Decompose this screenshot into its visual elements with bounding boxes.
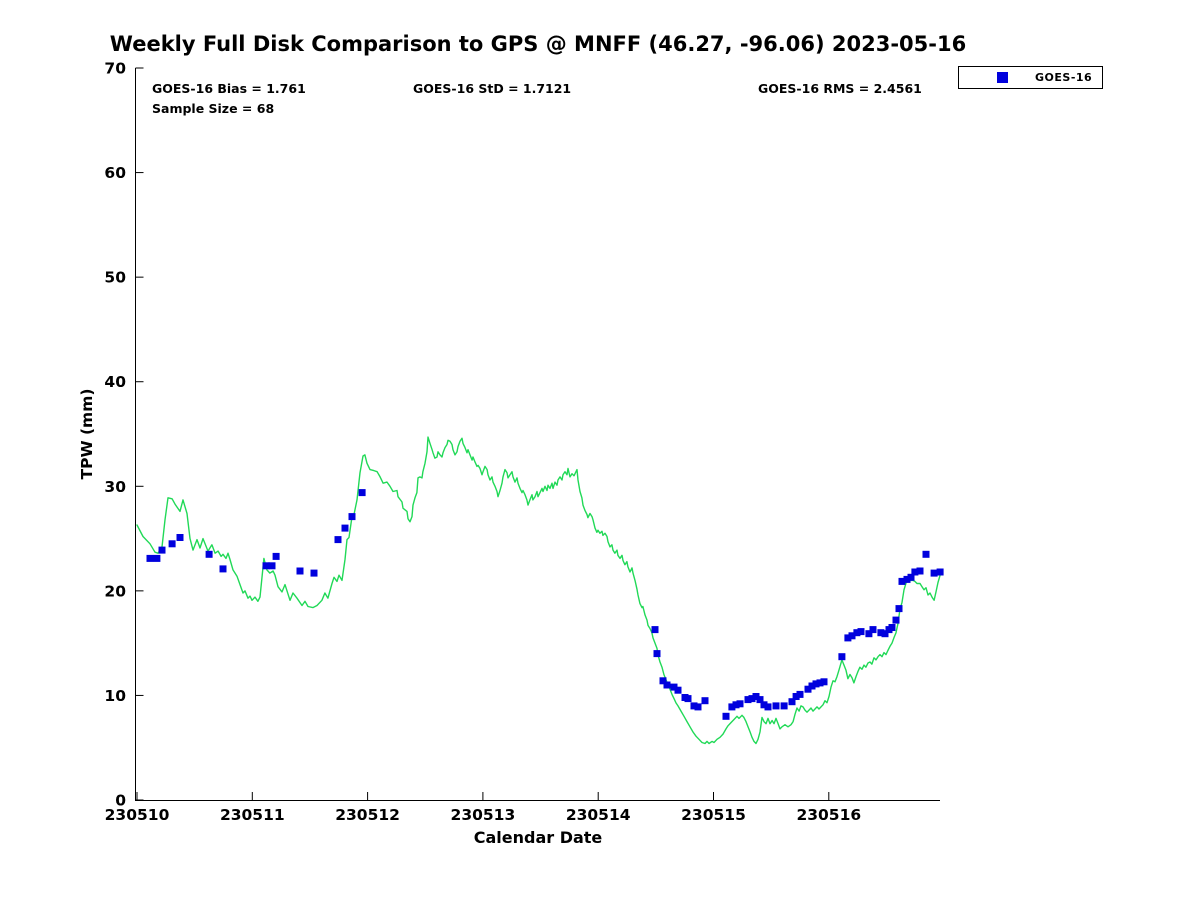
goes16-marker — [310, 569, 318, 577]
goes16-marker — [892, 616, 900, 624]
goes16-marker — [903, 575, 911, 583]
x-axis-label: Calendar Date — [473, 828, 603, 847]
goes16-marker — [865, 630, 873, 638]
goes16-marker — [219, 565, 227, 573]
goes16-marker — [898, 577, 906, 585]
goes16-marker — [816, 679, 824, 687]
goes16-marker — [792, 693, 800, 700]
y-tick-label: 20 — [104, 582, 126, 600]
goes16-marker — [869, 626, 877, 634]
goes16-marker — [916, 567, 924, 575]
goes16-marker — [205, 550, 213, 558]
goes16-marker — [804, 685, 812, 693]
goes16-marker — [760, 701, 768, 709]
goes16-marker — [684, 695, 692, 703]
goes16-marker — [732, 701, 740, 709]
goes16-marker — [930, 569, 938, 577]
goes16-marker — [341, 524, 349, 532]
x-tick-label: 230515 — [681, 806, 746, 824]
y-tick-label: 50 — [104, 269, 126, 287]
y-tick-label: 60 — [104, 164, 126, 182]
goes16-marker — [146, 554, 154, 562]
x-tick-label: 230511 — [220, 806, 285, 824]
goes16-marker — [659, 677, 667, 685]
goes16-marker — [844, 634, 852, 642]
goes16-marker — [820, 678, 828, 686]
goes16-marker — [153, 554, 161, 562]
legend-series-label: GOES-16 — [1035, 71, 1093, 84]
goes16-marker — [334, 536, 342, 544]
y-tick-label: 10 — [104, 687, 126, 705]
goes16-marker — [752, 693, 760, 700]
goes16-marker — [907, 573, 915, 581]
x-tick-label: 230516 — [796, 806, 861, 824]
goes16-marker — [936, 568, 944, 576]
x-tick-label: 230510 — [105, 806, 170, 824]
goes16-marker — [728, 703, 736, 711]
goes16-marker — [895, 605, 903, 613]
goes16-marker — [748, 695, 756, 703]
goes16-marker — [158, 546, 166, 554]
goes16-marker — [168, 540, 176, 548]
goes16-marker — [881, 630, 889, 638]
goes16-marker — [694, 703, 702, 711]
goes16-marker — [838, 653, 846, 661]
goes16-marker — [296, 567, 304, 575]
page-title: Weekly Full Disk Comparison to GPS @ MNF… — [109, 32, 967, 56]
goes16-marker — [670, 683, 678, 691]
goes16-marker — [722, 712, 730, 720]
goes16-marker — [848, 632, 856, 640]
x-tick-label: 230513 — [451, 806, 516, 824]
goes16-marker — [796, 690, 804, 698]
goes16-marker — [780, 702, 788, 710]
goes16-marker — [888, 624, 896, 631]
goes16-marker — [853, 629, 861, 637]
goes16-marker — [744, 696, 752, 704]
goes16-marker — [922, 550, 930, 558]
goes16-marker — [268, 562, 276, 570]
goes16-marker — [808, 682, 816, 690]
goes16-marker — [690, 702, 698, 710]
goes16-marker — [176, 534, 184, 541]
y-tick-label: 70 — [104, 60, 126, 78]
legend-box: GOES-16 — [958, 66, 1103, 89]
y-tick-label: 30 — [104, 478, 126, 496]
goes16-marker — [674, 686, 682, 694]
stat-bias: GOES-16 Bias = 1.761 — [152, 81, 306, 96]
legend-marker-square-icon — [997, 72, 1008, 83]
y-tick-label: 0 — [115, 792, 126, 810]
goes16-marker — [272, 552, 280, 560]
goes16-marker — [788, 698, 796, 706]
goes16-marker — [756, 696, 764, 704]
gps-line — [136, 436, 941, 745]
goes16-marker — [877, 629, 885, 637]
stat-sample-size: Sample Size = 68 — [152, 101, 275, 116]
goes16-marker — [348, 513, 356, 521]
x-tick-label: 230514 — [566, 806, 631, 824]
goes16-marker — [701, 697, 709, 705]
goes16-marker — [764, 703, 772, 711]
y-tick-label: 40 — [104, 373, 126, 391]
x-tick-label: 230512 — [335, 806, 400, 824]
goes16-marker — [772, 702, 780, 710]
goes16-marker — [651, 626, 659, 634]
goes16-marker — [736, 700, 744, 708]
goes16-marker — [653, 650, 661, 658]
y-axis-label: TPW (mm) — [78, 388, 96, 480]
goes16-marker — [663, 681, 671, 689]
goes16-marker — [911, 568, 919, 576]
stat-rms: GOES-16 RMS = 2.4561 — [758, 81, 922, 96]
goes16-marker — [857, 628, 865, 636]
goes16-marker — [358, 489, 366, 497]
goes16-marker — [262, 562, 270, 570]
stat-std: GOES-16 StD = 1.7121 — [413, 81, 572, 96]
goes16-marker — [812, 680, 820, 688]
